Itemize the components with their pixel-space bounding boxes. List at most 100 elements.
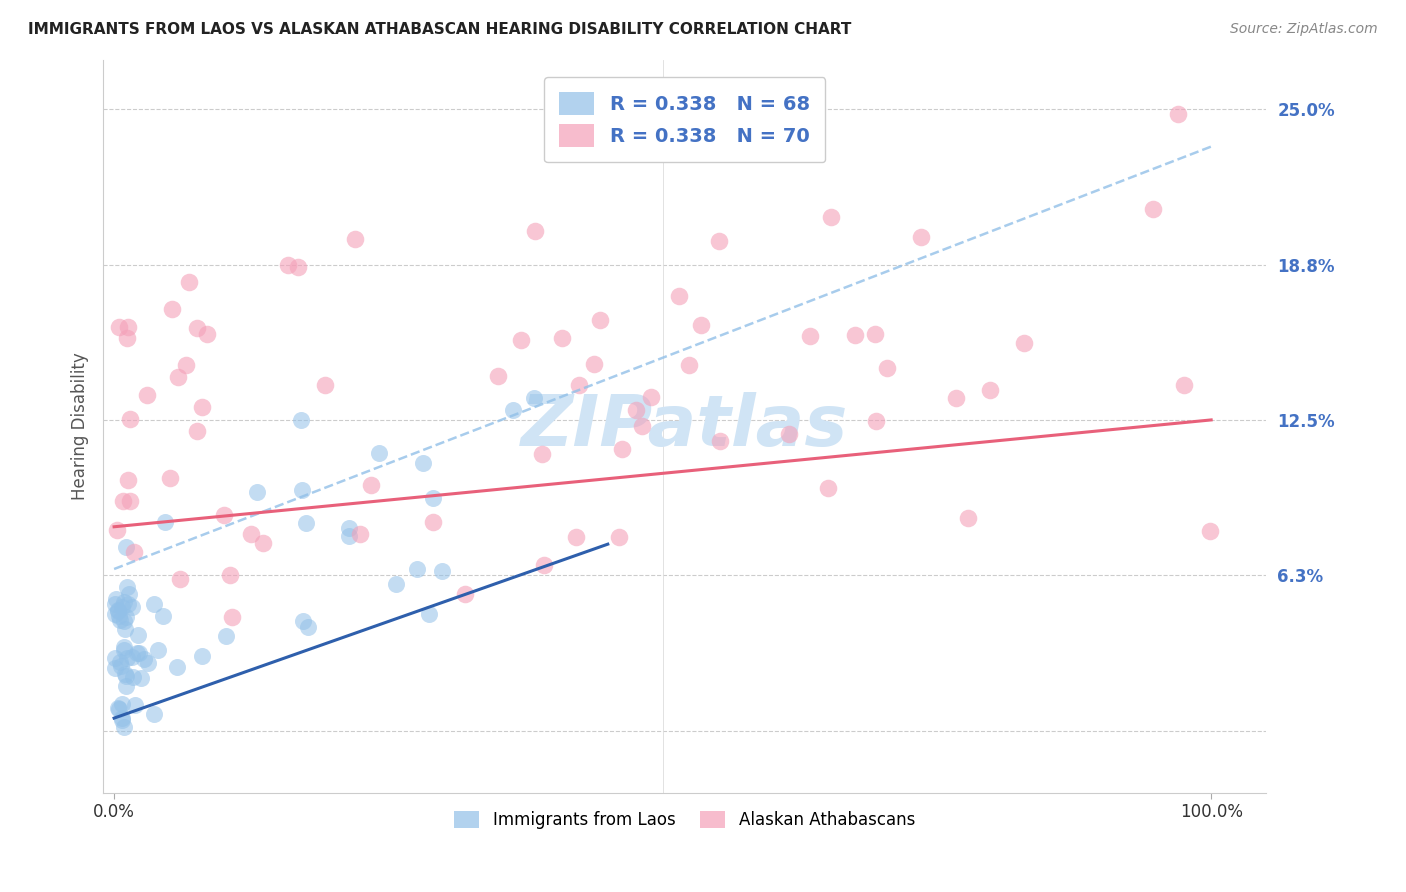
Point: [121, 670, 143, 684]
Point: [104, 661, 127, 675]
Point: [1167, 107, 1189, 121]
Point: [136, 656, 159, 670]
Point: [588, 313, 610, 327]
Point: [115, 651, 138, 665]
Point: [314, 378, 336, 392]
Point: [114, 609, 136, 624]
Point: [191, 400, 214, 414]
Point: [533, 558, 555, 573]
Point: [799, 329, 821, 343]
Point: [523, 391, 546, 405]
Point: [910, 230, 932, 244]
Point: [186, 321, 208, 335]
Point: [117, 320, 139, 334]
Point: [531, 447, 554, 461]
Point: [107, 603, 129, 617]
Point: [110, 600, 132, 615]
Point: [124, 698, 146, 713]
Point: [114, 669, 136, 683]
Point: [277, 258, 299, 272]
Point: [221, 610, 243, 624]
Point: [844, 327, 866, 342]
Point: [551, 331, 574, 345]
Point: [294, 516, 316, 530]
Point: [108, 608, 131, 623]
Point: [132, 651, 155, 665]
Point: [610, 442, 633, 456]
Point: [219, 568, 242, 582]
Point: [186, 425, 208, 439]
Point: [111, 697, 134, 711]
Point: [820, 210, 842, 224]
Point: [114, 622, 136, 636]
Point: [1012, 336, 1035, 351]
Point: [114, 667, 136, 681]
Point: [112, 643, 135, 657]
Point: [107, 700, 129, 714]
Point: [117, 597, 139, 611]
Point: [107, 604, 129, 618]
Point: [111, 494, 134, 508]
Point: [502, 403, 524, 417]
Point: [1142, 202, 1164, 216]
Point: [118, 587, 141, 601]
Point: [367, 446, 389, 460]
Text: Source: ZipAtlas.com: Source: ZipAtlas.com: [1230, 22, 1378, 37]
Point: [565, 530, 588, 544]
Point: [337, 520, 360, 534]
Point: [1173, 377, 1195, 392]
Point: [117, 473, 139, 487]
Text: IMMIGRANTS FROM LAOS VS ALASKAN ATHABASCAN HEARING DISABILITY CORRELATION CHART: IMMIGRANTS FROM LAOS VS ALASKAN ATHABASC…: [28, 22, 852, 37]
Point: [252, 536, 274, 550]
Legend: Immigrants from Laos, Alaskan Athabascans: Immigrants from Laos, Alaskan Athabascan…: [447, 804, 922, 836]
Point: [159, 471, 181, 485]
Point: [125, 646, 148, 660]
Point: [876, 361, 898, 376]
Point: [678, 358, 700, 372]
Point: [108, 320, 131, 334]
Point: [418, 607, 440, 621]
Point: [609, 530, 631, 544]
Point: [568, 378, 591, 392]
Point: [121, 649, 143, 664]
Point: [291, 483, 314, 497]
Point: [110, 659, 132, 673]
Point: [114, 614, 136, 628]
Point: [115, 331, 138, 345]
Point: [523, 224, 546, 238]
Point: [709, 234, 731, 248]
Point: [422, 491, 444, 506]
Point: [406, 562, 429, 576]
Point: [865, 414, 887, 428]
Point: [690, 318, 713, 333]
Point: [290, 413, 312, 427]
Point: [128, 646, 150, 660]
Point: [360, 478, 382, 492]
Point: [509, 333, 531, 347]
Point: [115, 580, 138, 594]
Y-axis label: Hearing Disability: Hearing Disability: [72, 352, 89, 500]
Point: [111, 711, 134, 725]
Point: [166, 660, 188, 674]
Point: [486, 369, 509, 384]
Point: [112, 640, 135, 654]
Point: [142, 706, 165, 721]
Point: [631, 419, 654, 434]
Point: [105, 592, 128, 607]
Point: [624, 403, 647, 417]
Point: [287, 260, 309, 274]
Point: [778, 426, 800, 441]
Point: [582, 357, 605, 371]
Text: ZIPatlas: ZIPatlas: [520, 392, 848, 460]
Point: [153, 515, 176, 529]
Point: [105, 523, 128, 537]
Point: [177, 275, 200, 289]
Point: [215, 629, 238, 643]
Point: [104, 607, 127, 622]
Point: [385, 577, 408, 591]
Point: [339, 529, 361, 543]
Point: [108, 702, 131, 716]
Point: [127, 627, 149, 641]
Point: [246, 485, 269, 500]
Point: [111, 713, 134, 727]
